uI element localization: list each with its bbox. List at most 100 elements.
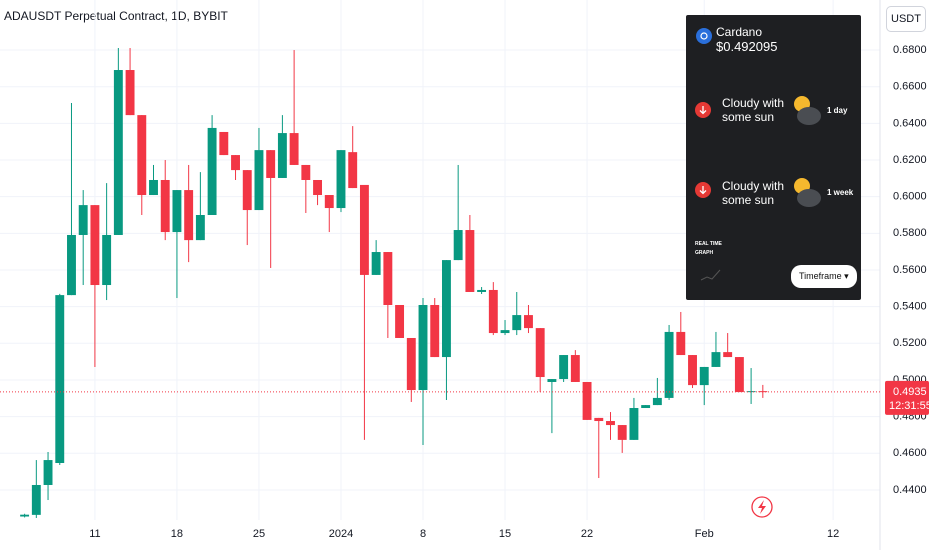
coin-logo <box>696 28 712 44</box>
candle-body <box>231 155 240 171</box>
candle-body <box>313 179 323 196</box>
candle-body <box>195 215 205 241</box>
candle-body <box>348 152 358 189</box>
down-icon <box>695 102 711 118</box>
candle-body <box>547 379 557 382</box>
candle-body <box>711 352 721 367</box>
candle-body <box>570 355 580 382</box>
candle-body <box>617 425 627 440</box>
y-tick-label: 0.4400 <box>893 484 927 496</box>
x-tick-label: 22 <box>581 528 593 540</box>
candle-body <box>55 295 65 463</box>
mini-graph <box>700 269 721 281</box>
timeframe-button[interactable]: Timeframe ▾ <box>791 265 857 288</box>
y-tick-label: 0.6600 <box>893 81 927 93</box>
y-tick-label: 0.5600 <box>893 264 927 276</box>
y-tick-label: 0.6400 <box>893 117 927 129</box>
y-tick-label: 0.6800 <box>893 44 927 56</box>
candle-body <box>289 133 299 165</box>
candle-body <box>535 328 545 378</box>
countdown-label: 12:31:55 <box>889 400 932 412</box>
y-tick-label: 0.4600 <box>893 447 927 459</box>
y-tick-label: 0.6000 <box>893 191 927 203</box>
candle-body <box>559 355 569 380</box>
x-tick-label: 2024 <box>329 528 353 540</box>
weather-icon <box>794 96 821 125</box>
candle-body <box>477 289 487 292</box>
candle-body <box>277 133 287 178</box>
forecast-period: 1 week <box>827 188 854 197</box>
alert-bolt <box>758 500 766 514</box>
candle-body <box>629 408 639 440</box>
forecast-widget: Cardano $0.492095 Cloudy with some sun 1… <box>686 15 861 300</box>
candle-body <box>102 234 112 286</box>
candle-body <box>31 484 41 515</box>
x-tick-label: 12 <box>827 528 839 540</box>
candle-body <box>67 234 76 296</box>
candle-body <box>371 252 381 275</box>
candle-body <box>582 381 592 420</box>
candle-body <box>113 70 123 235</box>
candle-body <box>500 330 510 334</box>
candle-body <box>172 190 182 233</box>
candle-body <box>324 195 334 209</box>
candle-body <box>90 205 100 286</box>
candle-body <box>606 421 615 426</box>
candle-body <box>125 70 135 116</box>
y-tick-label: 0.5800 <box>893 227 927 239</box>
forecast-period: 1 day <box>827 106 848 115</box>
candle-body <box>78 205 88 235</box>
candle-body <box>242 170 252 211</box>
button-label: Timeframe <box>799 271 842 281</box>
candle-body <box>512 315 522 331</box>
currency-button[interactable]: USDT <box>886 6 926 32</box>
candle-body <box>207 127 217 216</box>
x-tick-label: 18 <box>171 528 183 540</box>
candle-body <box>20 514 30 517</box>
down-icon <box>695 182 711 198</box>
coin-name: Cardano <box>716 25 763 39</box>
candle-body <box>453 230 463 261</box>
y-tick-label: 0.5400 <box>893 301 927 313</box>
candle-body <box>266 150 276 178</box>
candle-body <box>652 397 662 406</box>
candle-body <box>699 366 709 386</box>
candle-body <box>676 331 686 356</box>
candle-body <box>723 352 733 358</box>
candle-body <box>688 355 697 386</box>
candle-body <box>137 115 147 196</box>
forecast-text: Cloudy with some sun <box>722 179 785 207</box>
x-tick-label: Feb <box>695 528 714 540</box>
candle-body <box>149 179 158 196</box>
candle-body <box>488 289 498 334</box>
candle-body <box>418 304 428 391</box>
x-tick-label: 8 <box>420 528 426 540</box>
candle-body <box>395 304 405 338</box>
weather-icon <box>794 178 821 207</box>
candle-body <box>430 304 440 358</box>
candle-body <box>641 405 651 409</box>
candle-body <box>746 391 756 393</box>
x-tick-label: 25 <box>253 528 265 540</box>
candle-body <box>301 164 311 180</box>
candle-body <box>383 252 393 305</box>
candle-body <box>359 184 369 275</box>
chart-title: ADAUSDT Perpetual Contract, 1D, BYBIT <box>4 9 229 23</box>
candle-body <box>160 179 170 233</box>
candle-body <box>406 337 416 391</box>
candle-body <box>219 131 229 156</box>
candle-body <box>594 417 604 422</box>
candle-body <box>734 357 744 393</box>
y-tick-label: 0.5200 <box>893 337 927 349</box>
candle-body <box>336 150 346 209</box>
price-label: 0.4935 <box>893 386 927 398</box>
x-tick-label: 15 <box>499 528 511 540</box>
candle-body <box>441 260 451 358</box>
price-badge <box>885 380 929 415</box>
candle-body <box>465 230 475 292</box>
y-tick-label: 0.6200 <box>893 154 927 166</box>
x-tick-label: 11 <box>89 528 100 540</box>
forecast-text: Cloudy with some sun <box>722 96 785 124</box>
candle-body <box>184 190 194 241</box>
alert-icon[interactable] <box>751 496 773 518</box>
